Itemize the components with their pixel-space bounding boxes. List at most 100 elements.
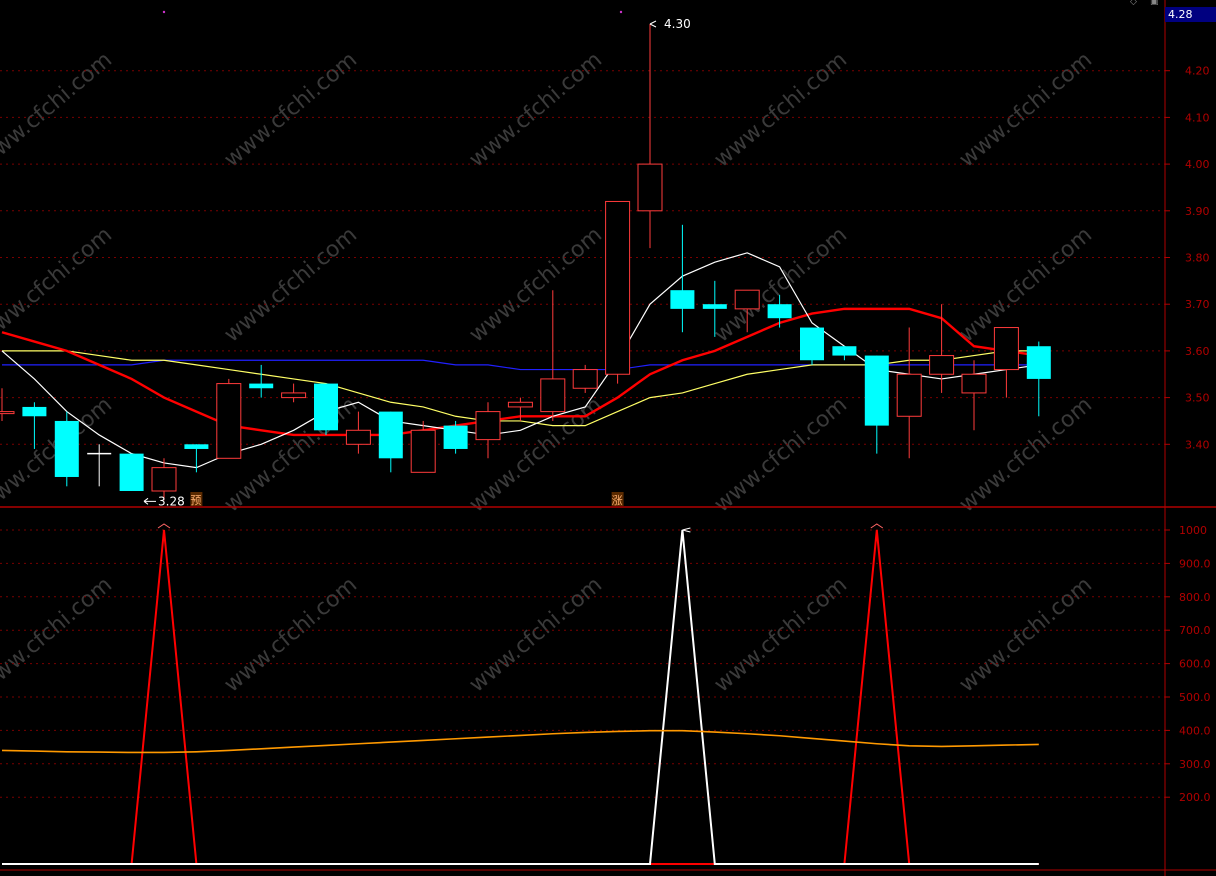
candlestick bbox=[540, 290, 566, 421]
price-axis-tick: 4.20 bbox=[1185, 65, 1210, 78]
lock-icon[interactable]: ▣ bbox=[1150, 0, 1159, 7]
candlestick bbox=[54, 411, 79, 487]
indicator-axis-tick: 700.0 bbox=[1179, 624, 1211, 637]
chevron-icon[interactable]: ◇ bbox=[1130, 0, 1137, 7]
candle-body bbox=[702, 304, 727, 309]
signal-marker-label: 预 bbox=[190, 494, 201, 507]
window-controls[interactable]: ◇ ▣ bbox=[1130, 0, 1166, 8]
watermark-text: www.cfchi.com bbox=[710, 572, 852, 697]
price-axis-tick: 3.40 bbox=[1185, 438, 1210, 451]
candle-body bbox=[540, 378, 566, 413]
high-price-label: 4.30 bbox=[664, 17, 691, 31]
candlestick bbox=[249, 364, 274, 398]
candlestick bbox=[1026, 341, 1051, 417]
watermark-text: www.cfchi.com bbox=[0, 47, 117, 172]
candlestick bbox=[443, 420, 468, 454]
candlestick bbox=[216, 378, 242, 459]
indicator-axis-tick: 1000 bbox=[1179, 524, 1207, 537]
candlestick bbox=[22, 402, 47, 449]
candlestick bbox=[151, 458, 177, 501]
price-axis-tick: 3.50 bbox=[1185, 392, 1210, 405]
price-axis-tick: 3.60 bbox=[1185, 345, 1210, 358]
candle-body bbox=[443, 425, 468, 449]
signal-marker-box bbox=[190, 492, 203, 506]
watermark-text: www.cfchi.com bbox=[955, 222, 1097, 347]
current-price-tag: 4.28 bbox=[1165, 7, 1216, 22]
candlestick bbox=[119, 453, 144, 491]
candle-body bbox=[1026, 346, 1051, 379]
candle-body bbox=[507, 401, 533, 408]
candle-body bbox=[0, 411, 15, 415]
candlestick bbox=[184, 444, 209, 473]
candlestick bbox=[993, 327, 1019, 398]
candle-body bbox=[961, 373, 987, 394]
watermark-text: www.cfchi.com bbox=[465, 222, 607, 347]
candle-body bbox=[281, 392, 307, 399]
candle-body bbox=[249, 383, 274, 389]
indicator-series-line bbox=[1, 729, 1039, 754]
candlestick bbox=[572, 364, 598, 393]
candle-body bbox=[800, 327, 824, 361]
price-axis-tick: 4.00 bbox=[1185, 158, 1210, 171]
candle-body bbox=[475, 411, 501, 441]
candle-body bbox=[670, 290, 695, 309]
price-axis-tick: 3.80 bbox=[1185, 252, 1210, 265]
watermark-text: www.cfchi.com bbox=[955, 392, 1097, 517]
candle-body bbox=[993, 327, 1019, 371]
candlestick bbox=[87, 444, 112, 487]
indicator-axis-tick: 800.0 bbox=[1179, 591, 1211, 604]
candlestick bbox=[670, 224, 695, 333]
high-marker-arrow bbox=[649, 20, 657, 28]
candlestick bbox=[410, 420, 436, 473]
candlestick bbox=[281, 383, 307, 403]
top-dot-marker bbox=[162, 10, 166, 14]
indicator-axis-tick: 600.0 bbox=[1179, 658, 1211, 671]
candlestick bbox=[832, 346, 857, 361]
candlestick bbox=[507, 397, 533, 421]
peak-marker bbox=[870, 523, 884, 529]
indicator-axis-tick: 500.0 bbox=[1179, 691, 1211, 704]
candle-body bbox=[345, 429, 371, 445]
watermark-text: www.cfchi.com bbox=[465, 47, 607, 172]
candlestick bbox=[0, 388, 15, 421]
candle-body bbox=[767, 304, 792, 319]
candlestick bbox=[605, 200, 631, 384]
price-axis-tick: 4.10 bbox=[1185, 111, 1210, 124]
candle-body bbox=[410, 429, 436, 473]
candle-body bbox=[929, 355, 955, 375]
candlestick bbox=[767, 294, 792, 328]
signal-marker-label: 涨 bbox=[612, 494, 623, 507]
top-dot-marker bbox=[619, 10, 623, 14]
candlestick bbox=[475, 402, 501, 459]
price-axis-tick: 3.70 bbox=[1185, 298, 1210, 311]
candle-body bbox=[378, 411, 403, 459]
watermark-text: www.cfchi.com bbox=[710, 222, 852, 347]
candle-body bbox=[22, 406, 47, 417]
candle-body bbox=[119, 453, 144, 491]
candle-body bbox=[734, 289, 760, 310]
peak-marker bbox=[157, 523, 171, 529]
low-marker-arrow bbox=[143, 497, 156, 505]
candlestick bbox=[378, 411, 403, 473]
candle-body bbox=[896, 373, 922, 417]
watermark-text: www.cfchi.com bbox=[220, 572, 362, 697]
candle-body bbox=[314, 383, 338, 431]
candle-body bbox=[184, 444, 209, 449]
candlestick bbox=[864, 355, 889, 454]
price-axis-tick: 3.90 bbox=[1185, 205, 1210, 218]
indicator-axis-tick: 200.0 bbox=[1179, 791, 1211, 804]
candle-body bbox=[605, 200, 631, 375]
watermark-text: www.cfchi.com bbox=[955, 47, 1097, 172]
watermark-text: www.cfchi.com bbox=[0, 572, 117, 697]
indicator-series-line bbox=[2, 529, 1039, 865]
watermark-text: www.cfchi.com bbox=[465, 572, 607, 697]
candle-body bbox=[864, 355, 889, 426]
candlestick bbox=[637, 24, 663, 249]
watermark-text: www.cfchi.com bbox=[710, 47, 852, 172]
indicator-axis-tick: 300.0 bbox=[1179, 758, 1211, 771]
indicator-axis-tick: 400.0 bbox=[1179, 724, 1211, 737]
candlestick bbox=[929, 304, 955, 393]
candlestick bbox=[961, 360, 987, 431]
